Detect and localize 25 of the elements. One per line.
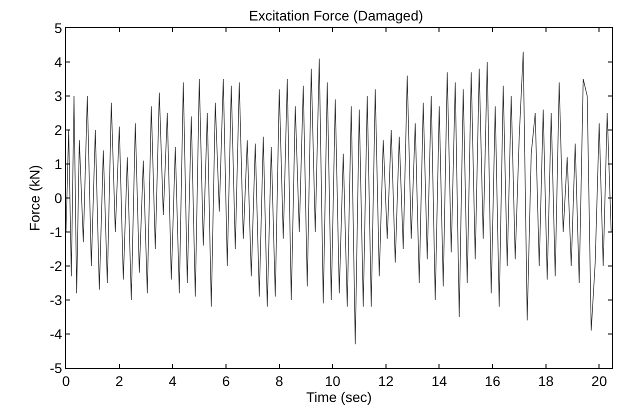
y-tick-label: -3 bbox=[50, 292, 62, 308]
x-tick-label: 6 bbox=[222, 372, 230, 389]
y-axis-title: Force (kN) bbox=[26, 164, 42, 232]
x-tick-label: 2 bbox=[115, 372, 124, 389]
y-tick-label: -4 bbox=[50, 326, 62, 342]
x-tick-label: 14 bbox=[431, 372, 448, 389]
y-tick-label: -1 bbox=[50, 224, 62, 240]
chart-title: Excitation Force (Damaged) bbox=[248, 7, 424, 24]
x-tick-label: 18 bbox=[538, 372, 554, 389]
x-tick-label: 8 bbox=[275, 372, 284, 389]
x-tick-label: 10 bbox=[324, 372, 341, 389]
y-tick-label: 2 bbox=[54, 122, 62, 138]
x-axis-title: Time (sec) bbox=[306, 388, 372, 405]
y-tick-label: -5 bbox=[50, 360, 62, 376]
y-tick-label: -2 bbox=[50, 258, 62, 274]
y-tick-label: 5 bbox=[54, 20, 62, 36]
x-tick-label: 20 bbox=[591, 372, 608, 389]
line-series bbox=[66, 51, 612, 345]
y-tick-label: 0 bbox=[54, 190, 62, 206]
x-tick-label: 4 bbox=[168, 372, 177, 389]
y-tick-label: 3 bbox=[54, 88, 62, 104]
x-tick-label: 12 bbox=[378, 372, 394, 389]
x-tick-label: 16 bbox=[484, 372, 501, 389]
y-tick-label: 1 bbox=[54, 156, 62, 172]
y-tick-label: 4 bbox=[54, 54, 62, 70]
